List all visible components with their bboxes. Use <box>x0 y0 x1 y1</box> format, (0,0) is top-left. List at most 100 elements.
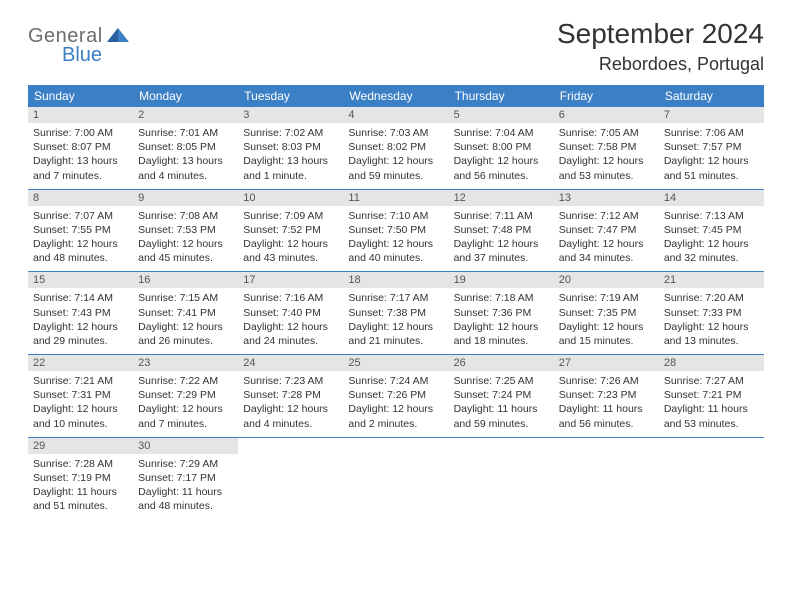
day-details: Sunrise: 7:20 AMSunset: 7:33 PMDaylight:… <box>664 291 759 348</box>
daylight-line: Daylight: 12 hours and 43 minutes. <box>243 237 338 265</box>
day-cell: 10Sunrise: 7:09 AMSunset: 7:52 PMDayligh… <box>238 190 343 272</box>
day-number: 19 <box>449 272 554 288</box>
sunset-line: Sunset: 7:28 PM <box>243 388 338 402</box>
day-details: Sunrise: 7:18 AMSunset: 7:36 PMDaylight:… <box>454 291 549 348</box>
dow-cell: Monday <box>133 85 238 107</box>
day-number: 22 <box>28 355 133 371</box>
sunrise-line: Sunrise: 7:18 AM <box>454 291 549 305</box>
sunset-line: Sunset: 7:57 PM <box>664 140 759 154</box>
daylight-line: Daylight: 12 hours and 37 minutes. <box>454 237 549 265</box>
day-number: 5 <box>449 107 554 123</box>
sunset-line: Sunset: 7:52 PM <box>243 223 338 237</box>
week-row: 29Sunrise: 7:28 AMSunset: 7:19 PMDayligh… <box>28 438 764 520</box>
day-number: 8 <box>28 190 133 206</box>
sunset-line: Sunset: 7:41 PM <box>138 306 233 320</box>
daylight-line: Daylight: 12 hours and 51 minutes. <box>664 154 759 182</box>
sunset-line: Sunset: 7:40 PM <box>243 306 338 320</box>
day-number: 12 <box>449 190 554 206</box>
day-cell: 9Sunrise: 7:08 AMSunset: 7:53 PMDaylight… <box>133 190 238 272</box>
day-cell: 16 Sunrise: 7:15 AMSunset: 7:41 PMDayligh… <box>133 272 238 354</box>
day-cell: 28 Sunrise: 7:27 AMSunset: 7:21 PMDayligh… <box>659 355 764 437</box>
daylight-line: Daylight: 12 hours and 26 minutes. <box>138 320 233 348</box>
day-number: 16 <box>133 272 238 288</box>
sunrise-line: Sunrise: 7:07 AM <box>33 209 128 223</box>
sunrise-line: Sunrise: 7:26 AM <box>559 374 654 388</box>
day-cell: 29Sunrise: 7:28 AMSunset: 7:19 PMDayligh… <box>28 438 133 520</box>
day-cell: 18Sunrise: 7:17 AMSunset: 7:38 PMDayligh… <box>343 272 448 354</box>
daylight-line: Daylight: 12 hours and 56 minutes. <box>454 154 549 182</box>
sunset-line: Sunset: 7:31 PM <box>33 388 128 402</box>
sunset-line: Sunset: 7:45 PM <box>664 223 759 237</box>
sunrise-line: Sunrise: 7:27 AM <box>664 374 759 388</box>
day-number: 27 <box>554 355 659 371</box>
daylight-line: Daylight: 12 hours and 10 minutes. <box>33 402 128 430</box>
daylight-line: Daylight: 13 hours and 7 minutes. <box>33 154 128 182</box>
day-details: Sunrise: 7:09 AMSunset: 7:52 PMDaylight:… <box>243 209 338 266</box>
day-details: Sunrise: 7:03 AMSunset: 8:02 PMDaylight:… <box>348 126 443 183</box>
daylight-line: Daylight: 12 hours and 7 minutes. <box>138 402 233 430</box>
sunrise-line: Sunrise: 7:13 AM <box>664 209 759 223</box>
day-details: Sunrise: 7:06 AMSunset: 7:57 PMDaylight:… <box>664 126 759 183</box>
day-details: Sunrise: 7:21 AMSunset: 7:31 PMDaylight:… <box>33 374 128 431</box>
sunrise-line: Sunrise: 7:29 AM <box>138 457 233 471</box>
day-cell: 5Sunrise: 7:04 AMSunset: 8:00 PMDaylight… <box>449 107 554 189</box>
logo-triangle-icon <box>107 26 129 44</box>
day-number: 7 <box>659 107 764 123</box>
day-cell: 4Sunrise: 7:03 AMSunset: 8:02 PMDaylight… <box>343 107 448 189</box>
day-number: 9 <box>133 190 238 206</box>
sunrise-line: Sunrise: 7:17 AM <box>348 291 443 305</box>
sunrise-line: Sunrise: 7:04 AM <box>454 126 549 140</box>
sunset-line: Sunset: 7:50 PM <box>348 223 443 237</box>
daylight-line: Daylight: 12 hours and 18 minutes. <box>454 320 549 348</box>
sunrise-line: Sunrise: 7:21 AM <box>33 374 128 388</box>
sunset-line: Sunset: 7:47 PM <box>559 223 654 237</box>
sunset-line: Sunset: 7:53 PM <box>138 223 233 237</box>
calendar: SundayMondayTuesdayWednesdayThursdayFrid… <box>28 85 764 519</box>
day-cell: 7 Sunrise: 7:06 AMSunset: 7:57 PMDaylight… <box>659 107 764 189</box>
sunset-line: Sunset: 7:17 PM <box>138 471 233 485</box>
day-number: 6 <box>554 107 659 123</box>
daylight-line: Daylight: 11 hours and 56 minutes. <box>559 402 654 430</box>
dow-cell: Wednesday <box>343 85 448 107</box>
sunrise-line: Sunrise: 7:12 AM <box>559 209 654 223</box>
day-of-week-row: SundayMondayTuesdayWednesdayThursdayFrid… <box>28 85 764 107</box>
sunset-line: Sunset: 7:21 PM <box>664 388 759 402</box>
week-row: 15Sunrise: 7:14 AMSunset: 7:43 PMDayligh… <box>28 272 764 355</box>
daylight-line: Daylight: 12 hours and 48 minutes. <box>33 237 128 265</box>
day-number: 3 <box>238 107 343 123</box>
daylight-line: Daylight: 12 hours and 40 minutes. <box>348 237 443 265</box>
title-block: September 2024 Rebordoes, Portugal <box>557 18 764 75</box>
day-cell: 19 Sunrise: 7:18 AMSunset: 7:36 PMDayligh… <box>449 272 554 354</box>
day-number: 20 <box>554 272 659 288</box>
day-number: 25 <box>343 355 448 371</box>
week-row: 22Sunrise: 7:21 AMSunset: 7:31 PMDayligh… <box>28 355 764 438</box>
daylight-line: Daylight: 12 hours and 32 minutes. <box>664 237 759 265</box>
day-cell: 27Sunrise: 7:26 AMSunset: 7:23 PMDayligh… <box>554 355 659 437</box>
day-details: Sunrise: 7:05 AMSunset: 7:58 PMDaylight:… <box>559 126 654 183</box>
day-number: 28 <box>659 355 764 371</box>
sunrise-line: Sunrise: 7:08 AM <box>138 209 233 223</box>
day-details: Sunrise: 7:15 AMSunset: 7:41 PMDaylight:… <box>138 291 233 348</box>
daylight-line: Daylight: 12 hours and 4 minutes. <box>243 402 338 430</box>
daylight-line: Daylight: 11 hours and 53 minutes. <box>664 402 759 430</box>
sunrise-line: Sunrise: 7:06 AM <box>664 126 759 140</box>
day-cell: 17Sunrise: 7:16 AMSunset: 7:40 PMDayligh… <box>238 272 343 354</box>
day-number: 1 <box>28 107 133 123</box>
day-cell: 12Sunrise: 7:11 AMSunset: 7:48 PMDayligh… <box>449 190 554 272</box>
day-cell: 20Sunrise: 7:19 AMSunset: 7:35 PMDayligh… <box>554 272 659 354</box>
sunrise-line: Sunrise: 7:05 AM <box>559 126 654 140</box>
day-details: Sunrise: 7:00 AMSunset: 8:07 PMDaylight:… <box>33 126 128 183</box>
day-cell: 22 Sunrise: 7:21 AMSunset: 7:31 PMDayligh… <box>28 355 133 437</box>
sunset-line: Sunset: 7:19 PM <box>33 471 128 485</box>
day-cell: 14Sunrise: 7:13 AMSunset: 7:45 PMDayligh… <box>659 190 764 272</box>
day-cell: 6 Sunrise: 7:05 AMSunset: 7:58 PMDaylight… <box>554 107 659 189</box>
day-details: Sunrise: 7:16 AMSunset: 7:40 PMDaylight:… <box>243 291 338 348</box>
daylight-line: Daylight: 13 hours and 4 minutes. <box>138 154 233 182</box>
day-cell: 23Sunrise: 7:22 AMSunset: 7:29 PMDayligh… <box>133 355 238 437</box>
empty-cell <box>659 438 764 520</box>
day-cell: 15Sunrise: 7:14 AMSunset: 7:43 PMDayligh… <box>28 272 133 354</box>
empty-cell <box>449 438 554 520</box>
daylight-line: Daylight: 11 hours and 51 minutes. <box>33 485 128 513</box>
sunrise-line: Sunrise: 7:16 AM <box>243 291 338 305</box>
day-details: Sunrise: 7:23 AMSunset: 7:28 PMDaylight:… <box>243 374 338 431</box>
